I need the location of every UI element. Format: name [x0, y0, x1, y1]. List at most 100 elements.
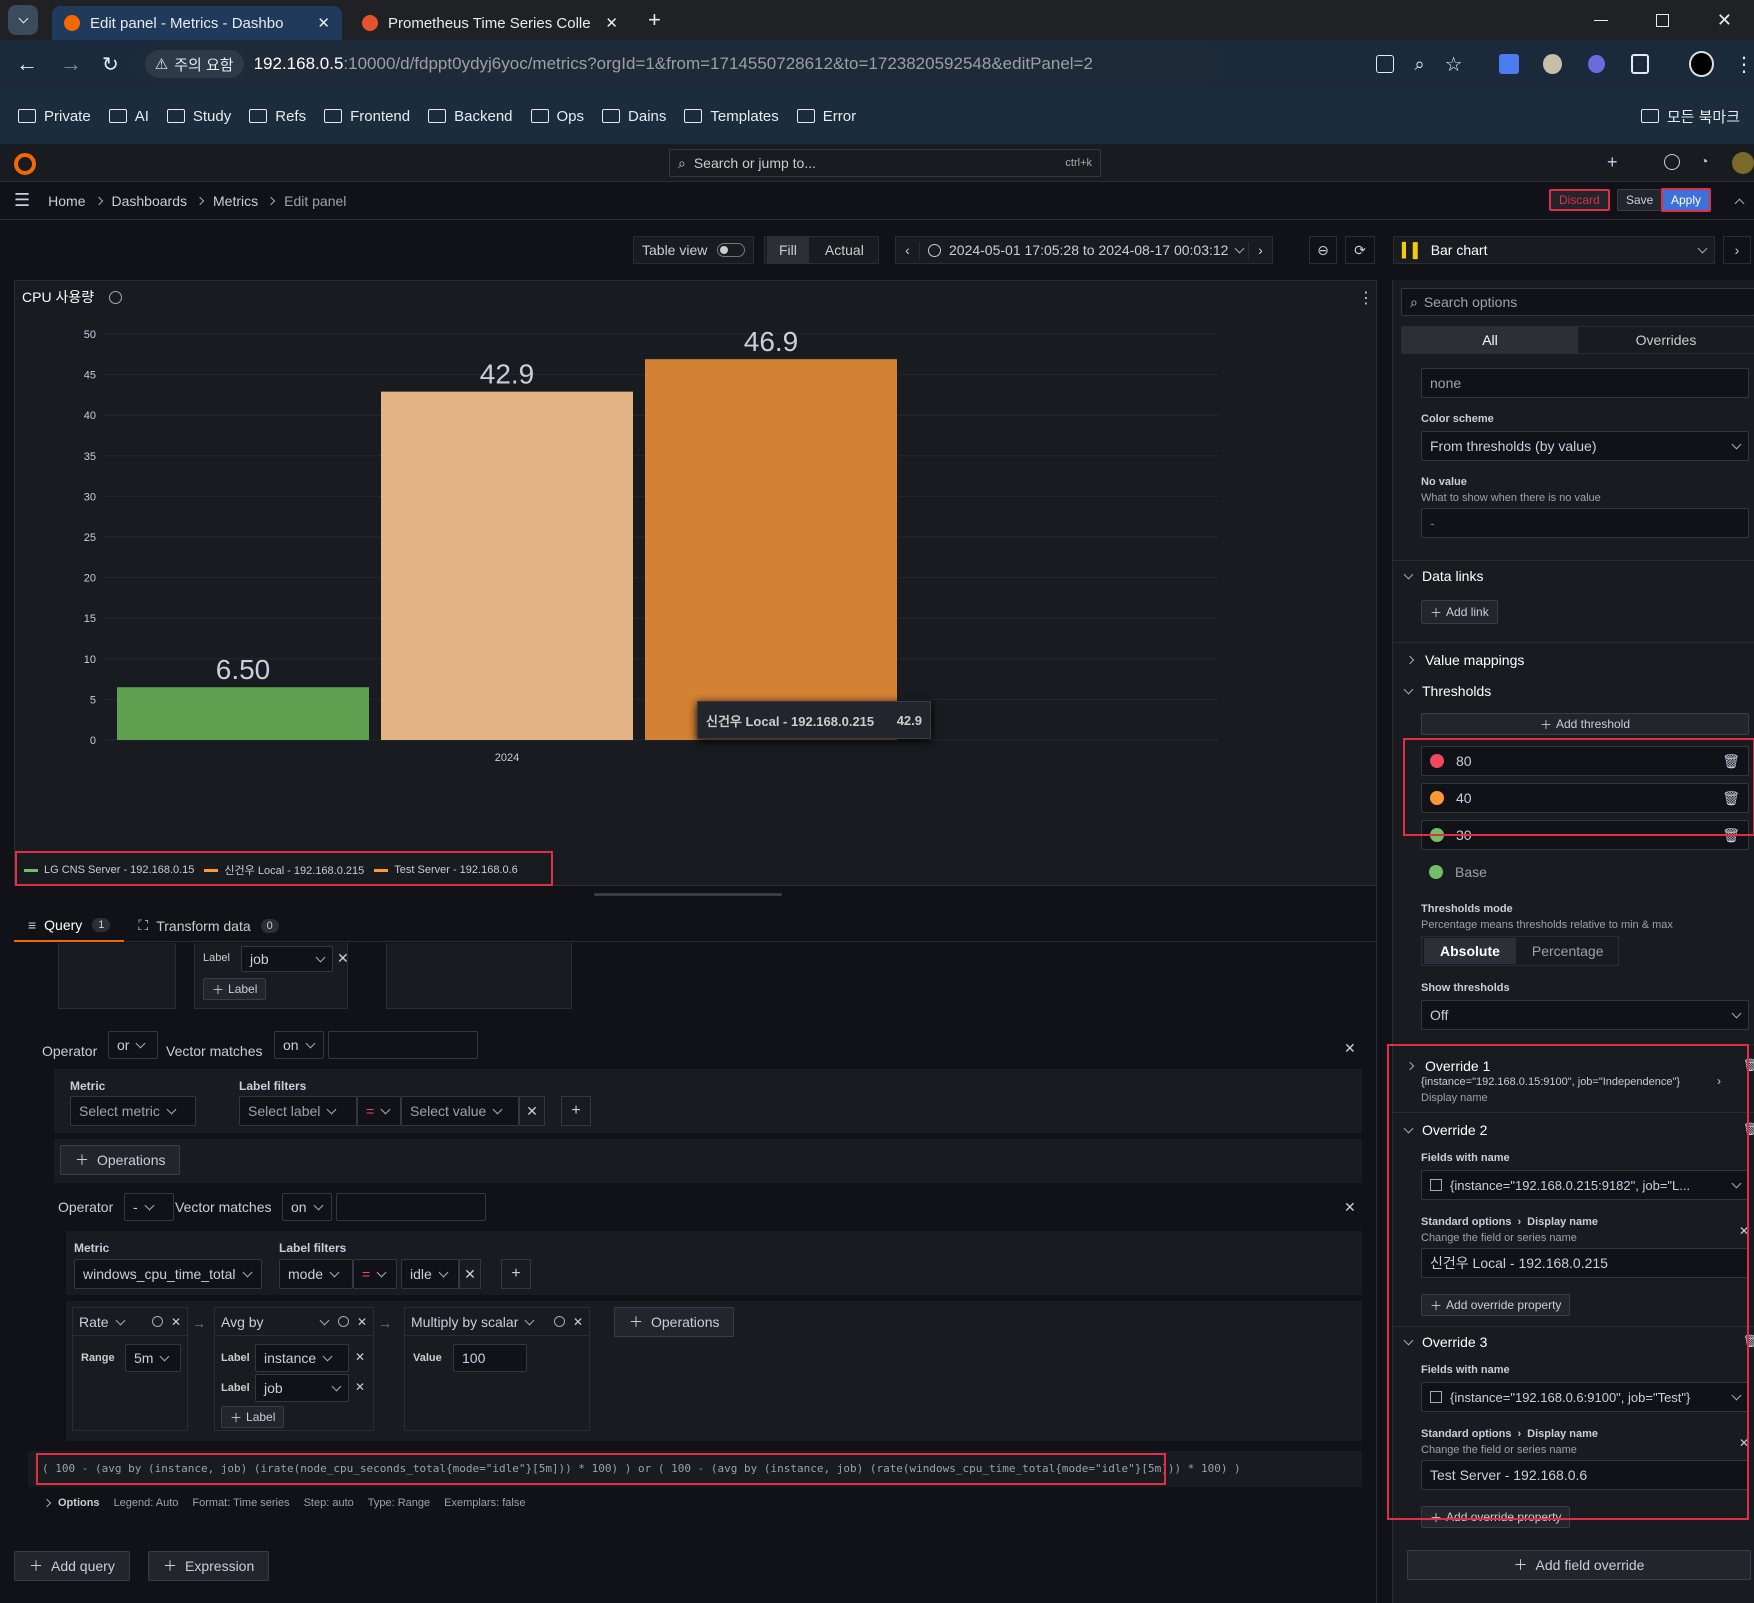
- color-scheme-select[interactable]: From thresholds (by value): [1421, 431, 1749, 461]
- remove-operation-icon[interactable]: ✕: [356, 1314, 367, 1329]
- close-tab-icon[interactable]: ✕: [317, 15, 330, 32]
- bar[interactable]: [381, 391, 633, 740]
- new-tab-icon[interactable]: +: [648, 7, 661, 32]
- operator-select[interactable]: -: [124, 1193, 174, 1221]
- info-icon[interactable]: [151, 1316, 163, 1327]
- tab-transform[interactable]: ⛶ Transform data 0: [124, 910, 292, 942]
- threshold-item[interactable]: 40 🗑: [1421, 783, 1749, 813]
- mode-percentage[interactable]: Percentage: [1531, 943, 1604, 959]
- remove-binary-op-icon[interactable]: ✕: [1344, 1040, 1356, 1056]
- browser-menu-icon[interactable]: ⋮: [1733, 53, 1754, 76]
- help-icon[interactable]: [1664, 154, 1680, 170]
- url-field[interactable]: ⚠ 주의 요함 192.168.0.5 :10000/d/fdppt0ydyj6…: [132, 46, 1226, 82]
- legend-item[interactable]: LG CNS Server - 192.168.0.15: [24, 864, 194, 876]
- add-filter-icon[interactable]: +: [501, 1259, 531, 1289]
- override-3-header[interactable]: Override 3: [1403, 1334, 1487, 1350]
- override-1-header[interactable]: Override 1: [1405, 1058, 1490, 1074]
- time-range-picker[interactable]: ‹ 2024-05-01 17:05:28 to 2024-08-17 00:0…: [895, 236, 1273, 264]
- add-label-button[interactable]: ＋ Label: [221, 1406, 285, 1428]
- vector-matches-select[interactable]: on: [282, 1193, 332, 1221]
- remove-operation-icon[interactable]: ✕: [572, 1314, 583, 1329]
- override-3-display-name-input[interactable]: Test Server - 192.168.0.6: [1421, 1460, 1749, 1490]
- operation-name[interactable]: Rate: [79, 1313, 109, 1330]
- label-select[interactable]: job: [255, 1374, 349, 1402]
- no-value-input[interactable]: -: [1421, 508, 1749, 538]
- threshold-color-swatch[interactable]: [1430, 791, 1444, 805]
- forward-icon[interactable]: →: [60, 51, 82, 76]
- close-tab-icon[interactable]: ✕: [605, 15, 618, 32]
- add-threshold-button[interactable]: ＋ Add threshold: [1421, 713, 1749, 735]
- collapse-options-icon[interactable]: ›: [1723, 236, 1751, 264]
- vector-matches-labels[interactable]: [336, 1193, 486, 1221]
- legend-item[interactable]: Test Server - 192.168.0.6: [374, 864, 518, 876]
- close-window-icon[interactable]: ✕: [1716, 9, 1732, 30]
- threshold-color-swatch[interactable]: [1430, 754, 1444, 768]
- tab-query[interactable]: ≡ Query 1: [14, 910, 125, 942]
- extensions-puzzle-icon[interactable]: [1630, 54, 1650, 74]
- bar[interactable]: [117, 687, 369, 740]
- table-view-toggle[interactable]: Table view: [633, 236, 755, 264]
- toggle-switch[interactable]: [717, 243, 746, 257]
- thresholds-section[interactable]: Thresholds: [1403, 683, 1491, 699]
- bookmark-folder[interactable]: Templates: [684, 108, 779, 125]
- range-select[interactable]: 5m: [125, 1344, 181, 1372]
- label-op-select[interactable]: =: [353, 1259, 397, 1289]
- trash-icon[interactable]: 🗑: [1722, 752, 1740, 769]
- operation-name[interactable]: Avg by: [221, 1313, 264, 1330]
- bookmark-folder[interactable]: Frontend: [324, 108, 410, 125]
- zoom-out-icon[interactable]: ⊖: [1309, 236, 1337, 264]
- label-op-select[interactable]: =: [357, 1096, 401, 1126]
- save-button[interactable]: Save: [1617, 189, 1663, 211]
- breadcrumb-home[interactable]: Home: [48, 192, 86, 209]
- collapse-chevron-icon[interactable]: [1734, 198, 1745, 209]
- bookmark-star-icon[interactable]: ☆: [1444, 53, 1463, 76]
- visualization-picker[interactable]: ▍▌ Bar chart: [1393, 236, 1715, 264]
- all-bookmarks-folder[interactable]: 모든 북마크: [1640, 106, 1740, 127]
- translate-icon[interactable]: [1375, 55, 1395, 73]
- value-mappings-section[interactable]: Value mappings: [1405, 652, 1524, 668]
- label-select[interactable]: instance: [255, 1344, 349, 1372]
- remove-label-icon[interactable]: ✕: [355, 1350, 366, 1364]
- refresh-icon[interactable]: ⟳: [1345, 236, 1375, 264]
- resize-handle[interactable]: [594, 893, 782, 896]
- tab-all[interactable]: All: [1402, 327, 1578, 353]
- add-filter-icon[interactable]: +: [561, 1096, 591, 1126]
- add-override-property-button[interactable]: ＋ Add override property: [1421, 1506, 1571, 1528]
- add-label-button[interactable]: ＋ Label: [203, 978, 267, 1000]
- remove-binary-op-icon[interactable]: ✕: [1344, 1199, 1356, 1215]
- bookmark-folder[interactable]: AI: [108, 108, 149, 125]
- threshold-item[interactable]: 80 🗑: [1421, 746, 1749, 776]
- unit-input[interactable]: none: [1421, 368, 1749, 398]
- news-rss-icon[interactable]: ◔: [1700, 153, 1709, 169]
- bookmark-folder[interactable]: Error: [796, 108, 856, 125]
- maximize-icon[interactable]: [1655, 13, 1669, 27]
- add-link-button[interactable]: ＋ Add link: [1421, 600, 1498, 624]
- bookmark-folder[interactable]: Ops: [530, 108, 584, 125]
- back-icon[interactable]: ←: [16, 51, 38, 76]
- remove-label-icon[interactable]: ✕: [355, 1380, 366, 1394]
- fill-option[interactable]: Fill: [767, 237, 809, 263]
- bar[interactable]: [645, 359, 897, 740]
- add-field-override-button[interactable]: ＋ Add field override: [1407, 1550, 1751, 1580]
- label-name-select[interactable]: mode: [279, 1259, 353, 1289]
- expand-icon[interactable]: ›: [1717, 1074, 1721, 1088]
- tab-search-button[interactable]: [8, 5, 38, 35]
- minimize-icon[interactable]: [1593, 19, 1608, 21]
- extension-owl-icon[interactable]: [1543, 54, 1562, 74]
- new-plus-icon[interactable]: +: [1607, 152, 1618, 172]
- time-back-icon[interactable]: ‹: [896, 242, 920, 258]
- search-options-input[interactable]: ⌕ Search options: [1401, 288, 1754, 316]
- threshold-item-base[interactable]: Base: [1421, 857, 1749, 887]
- remove-property-icon[interactable]: ✕: [1739, 1224, 1750, 1238]
- metric-select[interactable]: windows_cpu_time_total: [74, 1259, 262, 1289]
- remove-property-icon[interactable]: ✕: [1739, 1436, 1750, 1450]
- scalar-value-input[interactable]: 100: [453, 1344, 527, 1372]
- extension-translate-icon[interactable]: [1498, 54, 1520, 74]
- vector-matches-select[interactable]: on: [274, 1031, 324, 1059]
- override-2-field-select[interactable]: {instance="192.168.0.215:9182", job="L..…: [1421, 1170, 1749, 1200]
- show-thresholds-select[interactable]: Off: [1421, 1000, 1749, 1030]
- discard-button[interactable]: Discard: [1549, 189, 1610, 211]
- data-links-section[interactable]: Data links: [1403, 568, 1483, 584]
- tab-overrides[interactable]: Overrides: [1635, 332, 1697, 348]
- bookmark-folder[interactable]: Backend: [428, 108, 513, 125]
